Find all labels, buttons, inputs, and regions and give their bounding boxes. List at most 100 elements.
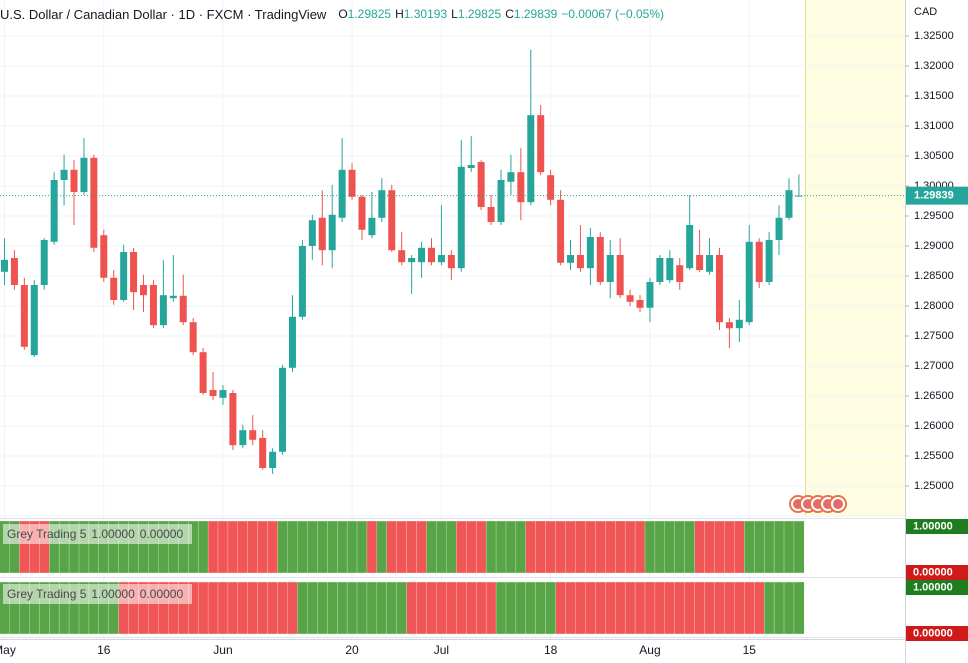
indicator-bar <box>337 520 348 574</box>
candle-body <box>467 164 475 168</box>
indicator-bar <box>366 520 378 574</box>
candle-body <box>676 265 684 282</box>
indicator-bar <box>644 520 656 574</box>
indicator-bar <box>466 520 477 574</box>
candle-body <box>10 257 18 285</box>
indicator-bar <box>495 581 507 635</box>
indicator-bar <box>535 520 547 574</box>
indicator-bar <box>287 520 298 574</box>
candle-body <box>358 196 366 230</box>
indicator-bar <box>426 520 437 574</box>
indicator-bar <box>476 581 487 635</box>
indicator-bar <box>734 520 745 574</box>
indicator-bar <box>793 581 805 635</box>
candle-body <box>348 169 356 197</box>
candle-body <box>576 254 584 269</box>
candle-body <box>626 295 634 302</box>
indicator-value: 1.00000 <box>91 587 135 601</box>
candle-body <box>308 220 316 246</box>
candle-body <box>427 247 435 263</box>
indicator-bar <box>277 520 288 574</box>
candle-body <box>189 322 197 353</box>
indicator-bar <box>684 581 696 635</box>
x-tick-label: 20 <box>345 643 359 657</box>
candle-body <box>90 157 98 248</box>
indicator-bar <box>515 581 527 635</box>
indicator-badge-text: 1.00000 <box>913 581 953 593</box>
indicator-bar <box>346 520 358 574</box>
indicator-bar <box>396 581 408 635</box>
candle-body <box>140 284 148 296</box>
indicator-bar <box>416 520 427 574</box>
indicator-bar <box>456 520 467 574</box>
indicator-bar <box>674 520 686 574</box>
indicator-bar <box>744 581 755 635</box>
candle-body <box>179 295 187 323</box>
indicator-bar <box>734 581 745 635</box>
symbol-title: U.S. Dollar / Canadian Dollar · 1D · FXC… <box>0 7 327 22</box>
candle-body <box>616 254 624 296</box>
indicator-bar <box>694 520 706 574</box>
indicator-bar <box>654 581 666 635</box>
indicator-bar <box>267 581 279 635</box>
candle-body <box>239 430 247 446</box>
candle-body <box>735 319 743 329</box>
indicator-bar <box>446 581 457 635</box>
indicator-bar <box>247 581 259 635</box>
indicator-bar <box>585 520 596 574</box>
indicator-bar <box>337 581 348 635</box>
candle-body <box>477 161 485 207</box>
y-tick-label: 1.29500 <box>914 210 954 222</box>
indicator-bar <box>783 581 795 635</box>
indicator-badge <box>906 580 968 595</box>
indicator-bar <box>664 581 676 635</box>
last-price-text: 1.29839 <box>914 190 954 202</box>
candle-body <box>40 239 48 285</box>
indicator-bar <box>783 520 795 574</box>
candle-body <box>80 157 88 192</box>
candle-body <box>30 284 38 356</box>
indicator-bar <box>396 520 408 574</box>
indicator-bar <box>555 581 566 635</box>
indicator-badge <box>906 565 968 580</box>
candle-body <box>497 179 505 222</box>
indicator-bar <box>485 581 497 635</box>
ohlc-label: H <box>395 7 404 21</box>
candle-body <box>696 254 704 270</box>
indicator-bar <box>585 581 596 635</box>
event-flag-inner <box>833 499 843 509</box>
indicator-bar <box>426 581 437 635</box>
indicator-bar <box>366 581 378 635</box>
candle-body <box>596 236 604 282</box>
indicator-bar <box>476 520 487 574</box>
indicator-bar <box>297 520 308 574</box>
indicator-bar <box>277 581 288 635</box>
indicator-bar <box>664 520 676 574</box>
y-tick-label: 1.28500 <box>914 270 954 282</box>
candle-body <box>130 251 138 293</box>
candle-body <box>586 236 594 269</box>
indicator-bar <box>287 581 298 635</box>
candle-body <box>537 115 545 173</box>
y-tick-label: 1.28000 <box>914 300 954 312</box>
indicator-bar <box>754 581 765 635</box>
indicator-bar <box>525 520 537 574</box>
candle-body <box>120 251 128 300</box>
indicator-bar <box>346 581 358 635</box>
indicator-bar <box>505 520 517 574</box>
indicator-badge <box>906 626 968 641</box>
candle-body <box>775 217 783 240</box>
indicator-bar <box>307 581 318 635</box>
y-tick-label: 1.32000 <box>914 60 954 72</box>
candle-body <box>507 172 515 182</box>
candle-body <box>755 241 763 282</box>
indicator-name: Grey Trading 5 <box>7 587 87 601</box>
indicator-bar <box>505 581 517 635</box>
indicator-bar <box>257 581 269 635</box>
indicator-bar <box>714 520 725 574</box>
indicator-bar <box>674 581 686 635</box>
x-tick-label: 15 <box>743 643 757 657</box>
candle-body <box>725 322 733 329</box>
indicator-bar <box>237 520 249 574</box>
candle-body <box>785 190 793 218</box>
